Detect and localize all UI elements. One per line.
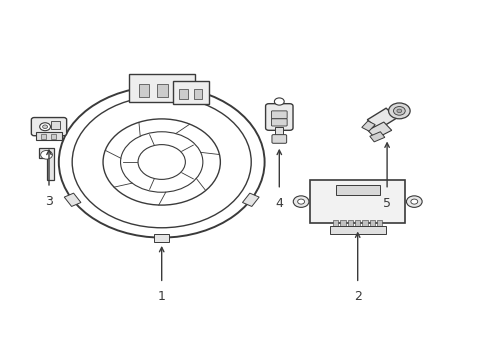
Circle shape: [297, 199, 304, 204]
Circle shape: [389, 103, 410, 119]
FancyBboxPatch shape: [129, 74, 195, 102]
Bar: [340, 220, 346, 228]
Circle shape: [41, 150, 52, 159]
FancyBboxPatch shape: [36, 132, 62, 140]
FancyBboxPatch shape: [271, 111, 287, 119]
Bar: [363, 220, 368, 228]
Text: 5: 5: [383, 197, 391, 210]
Text: 1: 1: [158, 291, 166, 303]
Circle shape: [393, 107, 405, 115]
Bar: [333, 220, 338, 228]
FancyBboxPatch shape: [173, 81, 209, 104]
Bar: [348, 220, 353, 228]
Bar: [51, 134, 56, 139]
Bar: [369, 220, 375, 228]
Bar: [275, 127, 283, 137]
Bar: [355, 220, 361, 228]
Circle shape: [407, 196, 422, 207]
Bar: [41, 134, 46, 139]
Text: 2: 2: [354, 291, 362, 303]
FancyBboxPatch shape: [329, 226, 386, 234]
Bar: [194, 89, 202, 99]
Polygon shape: [64, 193, 81, 206]
Polygon shape: [154, 234, 169, 242]
Circle shape: [43, 125, 48, 129]
FancyBboxPatch shape: [266, 104, 293, 130]
Bar: [157, 84, 168, 97]
FancyBboxPatch shape: [271, 119, 287, 126]
Bar: [176, 84, 187, 97]
Polygon shape: [368, 122, 392, 139]
Text: 4: 4: [275, 197, 283, 210]
Bar: [377, 220, 382, 228]
Text: 3: 3: [45, 195, 53, 208]
Polygon shape: [368, 108, 397, 129]
Circle shape: [293, 196, 309, 207]
Polygon shape: [39, 148, 54, 180]
FancyBboxPatch shape: [311, 180, 405, 223]
Bar: [51, 121, 60, 129]
Polygon shape: [243, 193, 259, 206]
Circle shape: [411, 199, 417, 204]
Polygon shape: [362, 121, 375, 131]
FancyBboxPatch shape: [272, 135, 287, 143]
Polygon shape: [370, 132, 385, 142]
Circle shape: [274, 98, 284, 105]
Circle shape: [397, 109, 402, 113]
Bar: [336, 185, 380, 195]
Bar: [139, 84, 149, 97]
FancyBboxPatch shape: [31, 117, 67, 136]
Circle shape: [40, 123, 50, 131]
Bar: [179, 89, 188, 99]
